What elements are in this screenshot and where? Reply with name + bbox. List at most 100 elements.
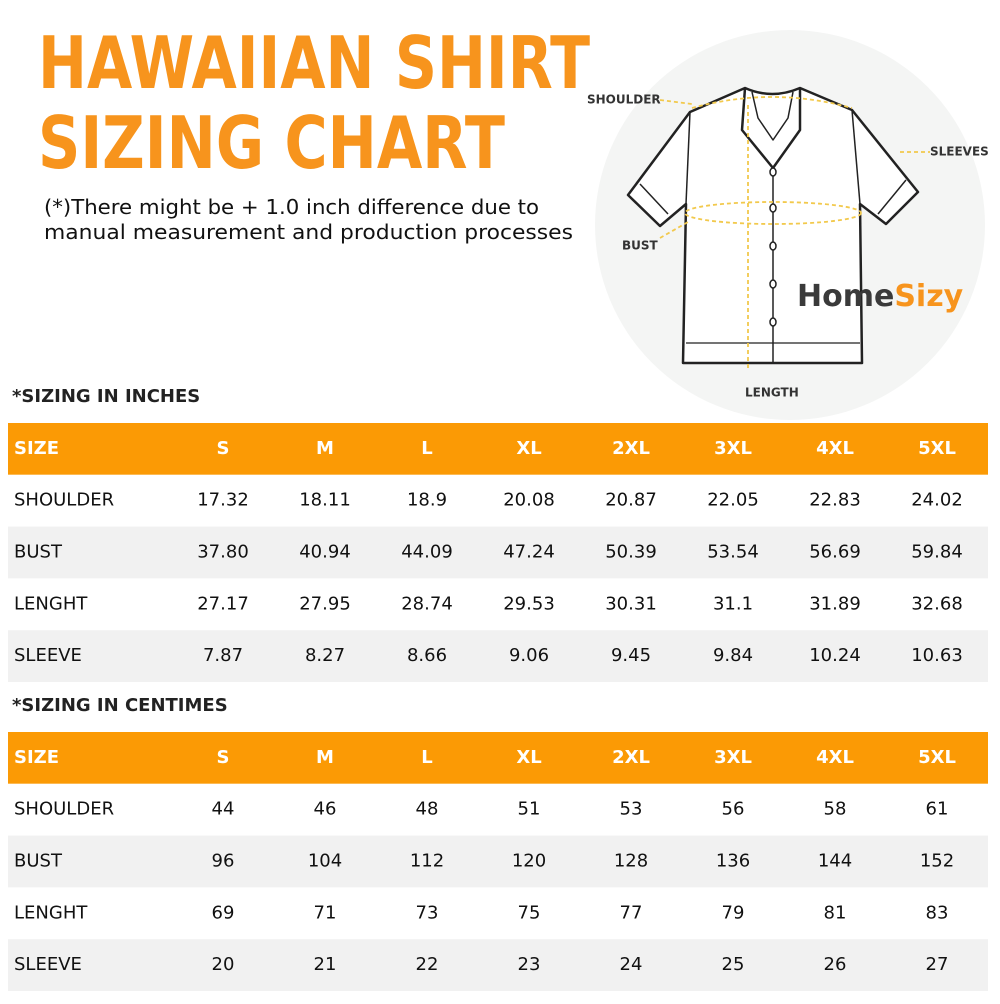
column-header: L	[421, 438, 432, 459]
table-caption: *SIZING IN CENTIMES	[12, 695, 228, 716]
table-cell: 22.83	[809, 490, 861, 511]
table-cell: 58	[824, 799, 847, 820]
column-header: 2XL	[612, 438, 650, 459]
column-header: L	[421, 747, 432, 768]
brand-logo: HomeSizy	[797, 279, 964, 314]
column-header: XL	[516, 747, 541, 768]
table-cell: 96	[212, 851, 235, 872]
table-cell: 24	[620, 954, 643, 975]
table-row	[8, 939, 988, 991]
table-cell: 31.1	[713, 593, 753, 614]
table-cell: 79	[722, 902, 745, 923]
table-cell: 9.06	[509, 645, 549, 666]
table-cell: 9.84	[713, 645, 753, 666]
header-row	[8, 423, 988, 475]
row-label: SLEEVE	[14, 954, 82, 975]
diagram-label: SLEEVES	[930, 145, 989, 159]
table-cell: 17.32	[197, 490, 249, 511]
column-header: XL	[516, 438, 541, 459]
table-caption: *SIZING IN INCHES	[12, 386, 200, 407]
table-cell: 18.9	[407, 490, 447, 511]
brand-part: Home	[797, 279, 894, 314]
table-cell: 46	[314, 799, 337, 820]
table-row	[8, 578, 988, 631]
row-label: LENGHT	[14, 593, 88, 614]
note-line: manual measurement and production proces…	[44, 220, 573, 244]
row-label: BUST	[14, 542, 63, 563]
table-cell: 56	[722, 799, 745, 820]
table-cell: 59.84	[911, 542, 963, 563]
table-row	[8, 835, 988, 888]
diagram-label: SHOULDER	[587, 93, 661, 107]
table-cell: 51	[518, 799, 541, 820]
table-cell: 77	[620, 902, 643, 923]
row-label: SHOULDER	[14, 490, 114, 511]
table-cell: 44	[212, 799, 235, 820]
table-cell: 37.80	[197, 542, 249, 563]
table-cell: 144	[818, 851, 852, 872]
column-header: M	[316, 438, 334, 459]
table-cell: 69	[212, 902, 235, 923]
table-cell: 8.66	[407, 645, 447, 666]
table-cell: 9.45	[611, 645, 651, 666]
table-cell: 53	[620, 799, 643, 820]
title-line: HAWAIIAN SHIRT	[38, 21, 590, 105]
column-header: 5XL	[918, 438, 956, 459]
table-cell: 7.87	[203, 645, 243, 666]
row-label: SLEEVE	[14, 645, 82, 666]
column-header: 5XL	[918, 747, 956, 768]
table-cell: 30.31	[605, 593, 657, 614]
table-cell: 40.94	[299, 542, 351, 563]
column-header: S	[217, 747, 230, 768]
row-label: SHOULDER	[14, 799, 114, 820]
table-cell: 18.11	[299, 490, 351, 511]
table-cell: 48	[416, 799, 439, 820]
table-cell: 81	[824, 902, 847, 923]
row-label: LENGHT	[14, 902, 88, 923]
table-cell: 28.74	[401, 593, 453, 614]
table-cell: 20.08	[503, 490, 555, 511]
table-cell: 27.17	[197, 593, 249, 614]
column-header: SIZE	[14, 438, 59, 459]
table-cell: 20.87	[605, 490, 657, 511]
table-cell: 10.63	[911, 645, 963, 666]
table-cell: 23	[518, 954, 541, 975]
table-cell: 112	[410, 851, 444, 872]
table-cell: 26	[824, 954, 847, 975]
table-row	[8, 630, 988, 682]
table-cell: 75	[518, 902, 541, 923]
table-cell: 128	[614, 851, 648, 872]
table-cell: 27	[926, 954, 949, 975]
column-header: 2XL	[612, 747, 650, 768]
column-header: 3XL	[714, 747, 752, 768]
column-header: 4XL	[816, 438, 854, 459]
tables: *SIZING IN INCHES SIZE S M L XL 2XL 3XL 4XL 5XL SH…	[8, 386, 988, 991]
table-cell: 104	[308, 851, 342, 872]
column-header: 3XL	[714, 438, 752, 459]
table-cell: 136	[716, 851, 750, 872]
column-header: M	[316, 747, 334, 768]
table-cell: 27.95	[299, 593, 351, 614]
table-row	[8, 887, 988, 940]
table-cell: 61	[926, 799, 949, 820]
shirt-illustration	[626, 86, 920, 365]
column-header: S	[217, 438, 230, 459]
note-line: (*)There might be + 1.0 inch difference …	[44, 195, 539, 219]
table-row	[8, 474, 988, 527]
header-row	[8, 732, 988, 784]
table-cell: 20	[212, 954, 235, 975]
diagram-label: LENGTH	[745, 386, 799, 400]
table-cell: 120	[512, 851, 546, 872]
table-cell: 32.68	[911, 593, 963, 614]
diagram-label: BUST	[622, 239, 659, 253]
table-cell: 50.39	[605, 542, 657, 563]
brand-part: Sizy	[894, 279, 963, 314]
table-cell: 73	[416, 902, 439, 923]
table-row	[8, 783, 988, 836]
column-header: SIZE	[14, 747, 59, 768]
row-label: BUST	[14, 851, 63, 872]
column-header: 4XL	[816, 747, 854, 768]
table-cell: 22	[416, 954, 439, 975]
table-cell: 53.54	[707, 542, 759, 563]
